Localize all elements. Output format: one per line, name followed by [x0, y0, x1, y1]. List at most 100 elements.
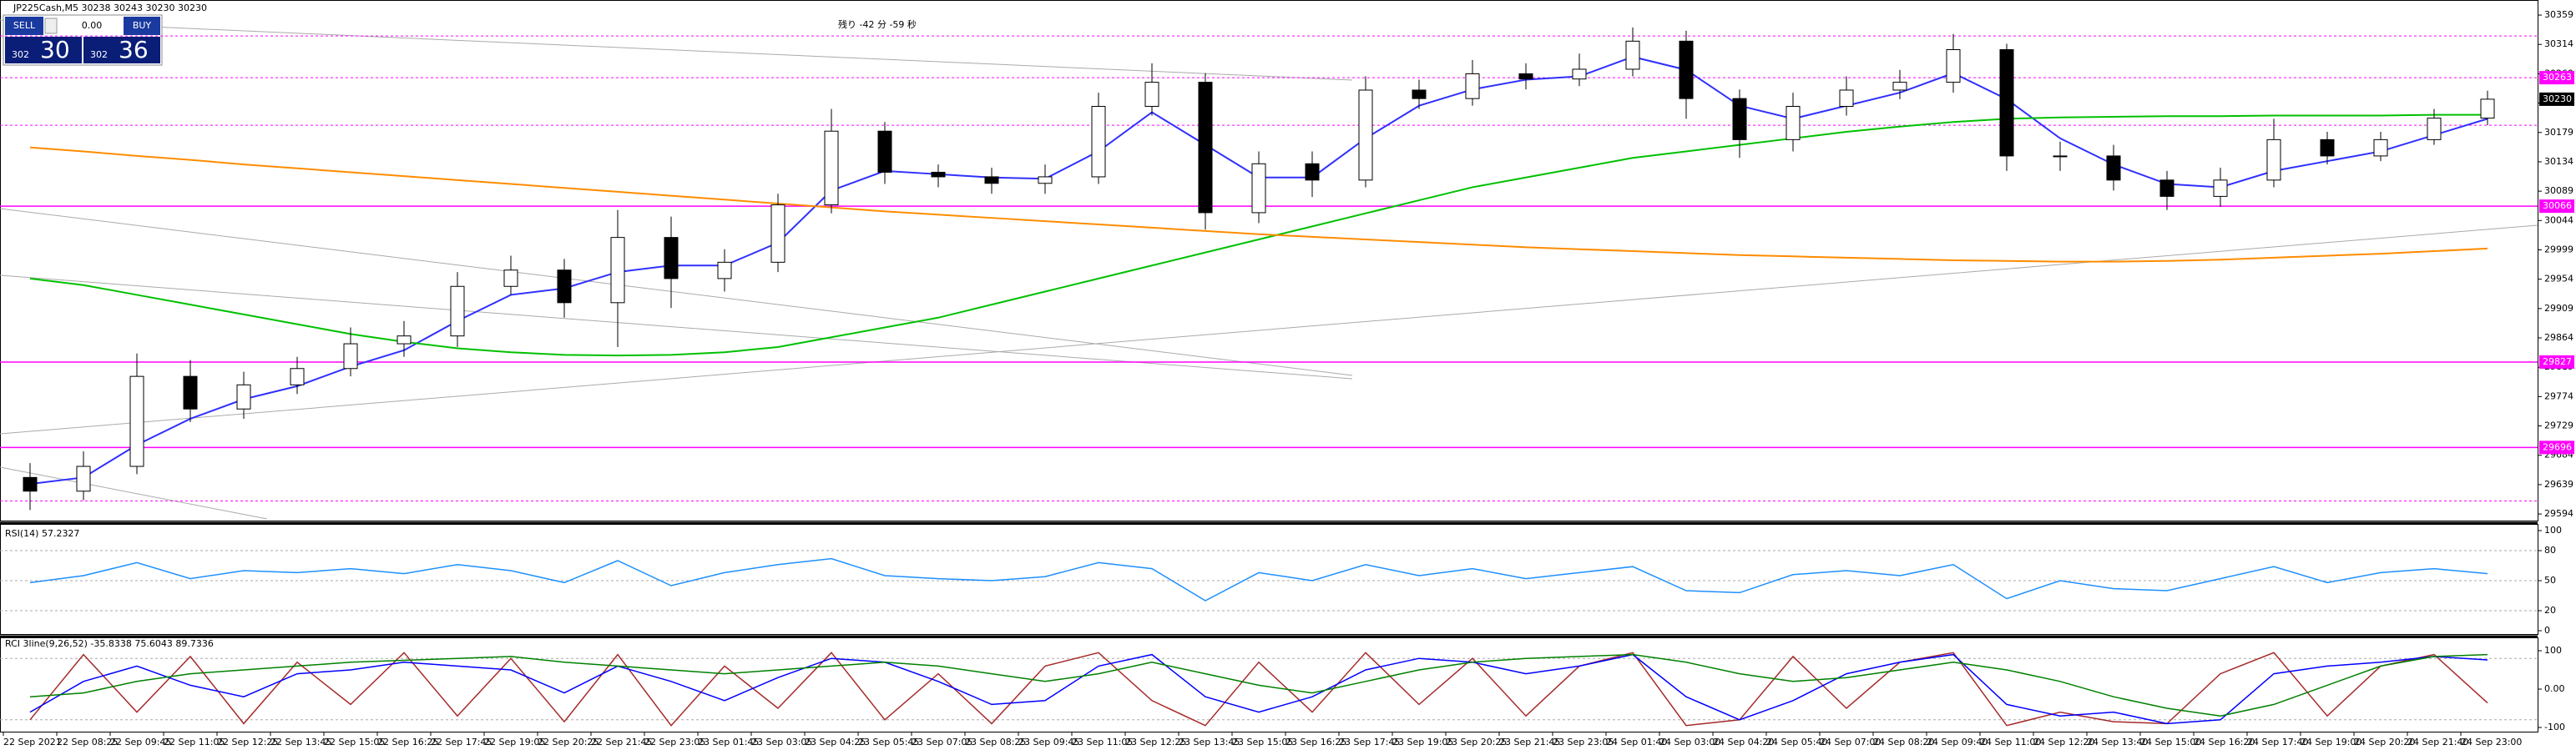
candle-body [76, 466, 91, 492]
candle-body [1572, 68, 1587, 80]
y-tick-label: 30089 [2544, 185, 2573, 196]
buy-price-digits: 36 [119, 36, 149, 63]
x-tick-label: 24 Sep 01:40 [1606, 737, 1667, 747]
y-tick-label: 0 [2544, 625, 2550, 636]
y-tick-label: 80 [2544, 545, 2556, 556]
lot-value[interactable]: 0.00 [82, 20, 103, 31]
x-tick-label: 24 Sep 13:40 [2087, 737, 2148, 747]
x-tick-label: 23 Sep 19:05 [1392, 737, 1453, 747]
x-tick-label: 24 Sep 20:20 [2354, 737, 2415, 747]
level-tag-label: 29696 [2543, 441, 2572, 452]
price-panel [0, 0, 2538, 521]
indicator-line [29, 557, 2488, 602]
rsi-title: RSI(14) 57.2327 [5, 528, 79, 539]
indicator-line [29, 113, 2488, 357]
y-tick-label: 29639 [2544, 479, 2573, 490]
x-tick-label: 24 Sep 17:40 [2247, 737, 2308, 747]
candle-body [290, 368, 305, 385]
candle-body [2373, 138, 2388, 157]
candle-body [2106, 155, 2121, 181]
y-tick-label: 29999 [2544, 244, 2573, 254]
y-tick-label: 50 [2544, 575, 2556, 586]
y-tick-label: 30134 [2544, 156, 2573, 167]
buy-button[interactable] [124, 17, 160, 35]
sell-label[interactable]: SELL [13, 20, 36, 31]
candle-body [2320, 138, 2335, 157]
candle-body [877, 130, 892, 173]
x-tick-label: 22 Sep 12:25 [217, 737, 278, 747]
x-tick-label: 22 Sep 08:25 [57, 737, 118, 747]
candle-body [2480, 98, 2495, 119]
x-tick-label: 22 Sep 17:45 [431, 737, 492, 747]
level-tag [2539, 355, 2574, 369]
candle-body [1839, 89, 1854, 108]
candle-body [664, 237, 679, 279]
x-tick-label: 24 Sep 16:20 [2194, 737, 2255, 747]
candle-body [1679, 40, 1694, 99]
x-tick-label: 23 Sep 04:25 [805, 737, 866, 747]
lot-dropdown[interactable] [44, 18, 58, 34]
candle-body [931, 171, 946, 178]
rci-title: RCI 3line(9,26,52) -35.8338 75.6043 89.7… [5, 638, 214, 649]
level-tag-label: 29827 [2543, 356, 2572, 367]
level-tag-label: 30263 [2543, 72, 2572, 83]
trend-line [0, 466, 268, 520]
x-tick-label: 22 Sep 20:25 [538, 737, 599, 747]
x-tick-label: 22 Sep 13:45 [270, 737, 331, 747]
candle-body [183, 375, 198, 410]
candle-body [1412, 89, 1427, 99]
candle-body [1465, 73, 1480, 99]
candle-body [1144, 82, 1159, 108]
candle-body [503, 269, 518, 287]
current-price-tag [2539, 92, 2574, 106]
x-tick-label: 24 Sep 21:40 [2407, 737, 2468, 747]
x-tick-label: 24 Sep 04:20 [1713, 737, 1774, 747]
x-tick-label: 24 Sep 08:20 [1873, 737, 1934, 747]
candle-body [824, 130, 839, 206]
candle-body [1732, 98, 1747, 140]
symbol-info: JP225Cash,M5 30238 30243 30230 30230 [13, 3, 207, 13]
trend-line [0, 224, 2538, 435]
x-tick-label: 24 Sep 15:00 [2140, 737, 2201, 747]
y-tick-label: 30044 [2544, 214, 2573, 225]
y-tick-label: 100 [2544, 525, 2562, 536]
y-tick-label: 30314 [2544, 38, 2573, 49]
x-tick-label: 22 Sep 09:45 [110, 737, 171, 747]
candle-body [397, 335, 412, 345]
indicator-line [29, 146, 2488, 263]
candle-body [236, 384, 251, 410]
candle-body [129, 375, 144, 467]
y-tick-label: 29594 [2544, 508, 2573, 519]
trend-line [0, 274, 1353, 380]
buy-label[interactable]: BUY [133, 20, 152, 31]
x-tick-label: 23 Sep 20:25 [1446, 737, 1507, 747]
buy-price-box[interactable] [83, 37, 160, 63]
sell-button[interactable] [5, 17, 43, 35]
level-tag [2539, 199, 2574, 214]
y-tick-label: 29864 [2544, 332, 2573, 343]
candle-body [610, 237, 625, 304]
x-tick-label: 23 Sep 03:05 [751, 737, 812, 747]
y-tick-label: 30179 [2544, 127, 2573, 138]
y-tick-label: 100 [2544, 645, 2562, 656]
trend-line [0, 208, 1353, 376]
x-tick-label: 23 Sep 05:45 [858, 737, 919, 747]
candle-body [984, 176, 999, 184]
x-tick-label: 23 Sep 21:45 [1499, 737, 1560, 747]
x-tick-label: 24 Sep 11:00 [1980, 737, 2041, 747]
candle-body [1892, 82, 1907, 91]
x-tick-label: 23 Sep 11:05 [1072, 737, 1133, 747]
sell-price-box[interactable] [5, 37, 82, 63]
buy-price-prefix: 302 [90, 49, 108, 60]
x-tick-label: 24 Sep 07:00 [1820, 737, 1881, 747]
candle-body [2159, 179, 2174, 197]
candle-body [2266, 138, 2281, 181]
x-tick-label: 24 Sep 03:00 [1659, 737, 1720, 747]
candle-body [1625, 40, 1640, 70]
x-tick-label: 23 Sep 23:05 [1553, 737, 1614, 747]
x-tick-label: 23 Sep 17:45 [1339, 737, 1400, 747]
candle-body [1999, 49, 2014, 157]
level-tag [2539, 71, 2574, 85]
y-tick-label: 30359 [2544, 9, 2573, 20]
